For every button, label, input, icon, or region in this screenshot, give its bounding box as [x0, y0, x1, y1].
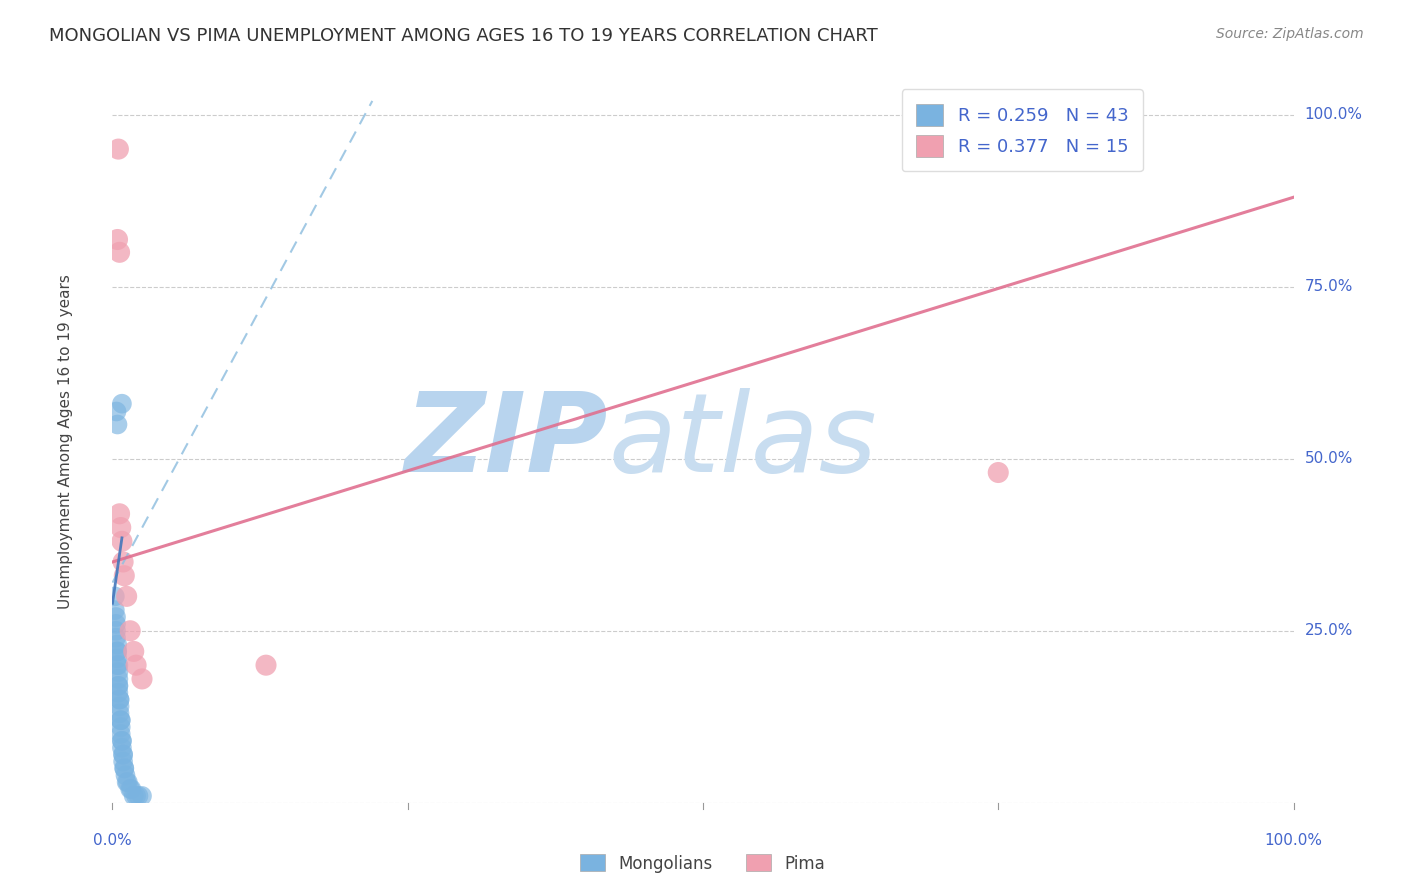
Point [131, 789, 153, 803]
Point [110, 520, 132, 534]
Point [107, 679, 129, 693]
Point [110, 713, 132, 727]
Point [105, 403, 128, 417]
Point [112, 755, 135, 769]
Point [105, 644, 128, 658]
Point [105, 231, 128, 245]
Text: 0.0%: 0.0% [93, 833, 132, 848]
Point [104, 590, 127, 604]
Text: ZIP: ZIP [405, 388, 609, 495]
Point [110, 720, 132, 734]
Point [105, 616, 128, 631]
Point [112, 761, 135, 775]
Point [110, 713, 132, 727]
Point [108, 699, 131, 714]
Text: Unemployment Among Ages 16 to 19 years: Unemployment Among Ages 16 to 19 years [58, 274, 73, 609]
Point [108, 706, 131, 721]
Point [114, 768, 136, 782]
Point [122, 789, 145, 803]
Point [107, 686, 129, 700]
Point [125, 658, 148, 673]
Text: 50.0%: 50.0% [1305, 451, 1353, 467]
Point [107, 679, 129, 693]
Text: 100.0%: 100.0% [1305, 107, 1362, 122]
Point [105, 610, 128, 624]
Point [104, 603, 127, 617]
Point [105, 631, 128, 645]
Text: 75.0%: 75.0% [1305, 279, 1353, 294]
Point [110, 727, 132, 741]
Point [254, 658, 277, 673]
Point [112, 761, 135, 775]
Point [105, 644, 128, 658]
Text: Source: ZipAtlas.com: Source: ZipAtlas.com [1216, 27, 1364, 41]
Point [111, 534, 134, 549]
Point [111, 397, 134, 411]
Point [117, 775, 139, 789]
Text: 100.0%: 100.0% [1264, 833, 1323, 848]
Point [105, 624, 128, 638]
Legend: R = 0.259   N = 43, R = 0.377   N = 15: R = 0.259 N = 43, R = 0.377 N = 15 [901, 89, 1143, 171]
Point [112, 568, 135, 582]
Point [125, 789, 148, 803]
Point [122, 644, 145, 658]
Point [987, 466, 1010, 480]
Point [108, 692, 131, 706]
Text: MONGOLIAN VS PIMA UNEMPLOYMENT AMONG AGES 16 TO 19 YEARS CORRELATION CHART: MONGOLIAN VS PIMA UNEMPLOYMENT AMONG AGE… [49, 27, 877, 45]
Legend: Mongolians, Pima: Mongolians, Pima [574, 847, 832, 880]
Point [105, 651, 128, 665]
Point [105, 417, 128, 432]
Point [115, 590, 138, 604]
Text: 25.0%: 25.0% [1305, 624, 1353, 639]
Point [127, 789, 149, 803]
Point [120, 782, 142, 797]
Point [108, 692, 131, 706]
Point [107, 672, 129, 686]
Point [108, 245, 131, 260]
Point [112, 747, 135, 762]
Point [105, 638, 128, 652]
Point [107, 142, 129, 156]
Point [112, 555, 135, 569]
Point [115, 775, 138, 789]
Point [112, 747, 135, 762]
Point [120, 782, 142, 797]
Point [131, 672, 153, 686]
Point [120, 624, 142, 638]
Point [105, 658, 128, 673]
Point [107, 658, 129, 673]
Point [111, 734, 134, 748]
Point [107, 665, 129, 679]
Point [111, 740, 134, 755]
Point [111, 734, 134, 748]
Text: atlas: atlas [609, 388, 877, 495]
Point [108, 507, 131, 521]
